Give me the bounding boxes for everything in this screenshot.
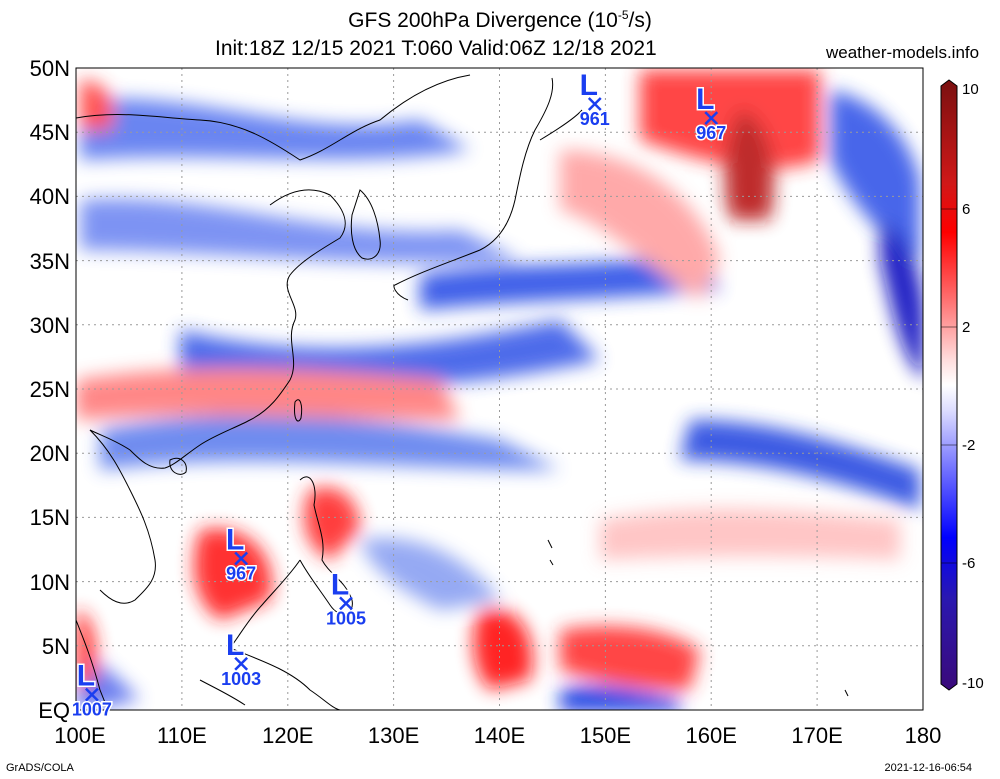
low-center-x-icon: [704, 111, 719, 125]
lon-label: 140E: [474, 723, 525, 748]
lon-label: 100E: [54, 723, 105, 748]
low-center-x-icon: [234, 551, 249, 566]
lat-label: 15N: [30, 505, 70, 530]
lat-label: 45N: [30, 120, 70, 145]
lon-label: 150E: [580, 723, 631, 748]
lat-label: 40N: [30, 184, 70, 209]
map-subtitle: Init:18Z 12/15 2021 T:060 Valid:06Z 12/1…: [215, 37, 657, 60]
low-pressure-value: 967: [226, 563, 256, 583]
low-letter: L: [580, 69, 598, 102]
colorbar-label: -10: [962, 675, 984, 692]
footer-software: GrADS/COLA: [6, 762, 74, 774]
colorbar-ticks: [941, 208, 957, 564]
low-letter: L: [331, 568, 349, 601]
divergence-map: 50N 45N 40N 35N 30N 25N 20N 15N 10N 5N E…: [30, 56, 984, 748]
low-pressure-value: 961: [580, 109, 610, 129]
low-center-x-icon: [339, 596, 353, 611]
low-pressure-markers: L 961 L 967 L 967 L 1005 L 1003 L 1007: [70, 67, 728, 721]
low-pressure-value: 1007: [72, 700, 112, 720]
low-pressure-value: 967: [696, 123, 726, 143]
colorbar-labels: 10 6 2 -2 -6 -10: [962, 81, 984, 692]
low-marker: L 967: [225, 522, 258, 585]
low-letter: L: [77, 660, 95, 693]
lat-lon-grid: [76, 68, 923, 710]
lon-label: 130E: [368, 723, 419, 748]
colorbar-label: -2: [962, 437, 975, 454]
lon-label: 120E: [262, 723, 313, 748]
latitude-labels: 50N 45N 40N 35N 30N 25N 20N 15N 10N 5N E…: [30, 56, 70, 723]
lat-label: 50N: [30, 56, 70, 81]
low-marker: L 1007: [70, 658, 113, 721]
lat-label: 10N: [30, 570, 70, 595]
low-marker: L 961: [578, 67, 611, 130]
divergence-field: [76, 68, 923, 710]
low-letter: L: [696, 83, 714, 116]
low-letter: L: [226, 629, 244, 662]
colorbar-bar: [940, 79, 958, 691]
low-marker: L 967: [695, 82, 728, 145]
colorbar-label: -6: [962, 555, 975, 572]
low-pressure-value: 1003: [221, 669, 261, 689]
low-letter: L: [226, 523, 244, 556]
low-marker: L 1003: [220, 627, 263, 690]
low-pressure-value: 1005: [326, 608, 366, 628]
lon-label: 160E: [686, 723, 737, 748]
low-center-x-icon: [84, 687, 99, 702]
lat-label: EQ: [38, 698, 70, 723]
lon-label: 110E: [157, 723, 207, 748]
colorbar-label: 6: [962, 201, 970, 218]
colorbar-label: 2: [962, 319, 970, 336]
lat-label: 20N: [30, 441, 70, 466]
low-marker: L 1005: [324, 567, 367, 630]
site-credit: weather-models.info: [826, 43, 980, 62]
lat-label: 25N: [30, 377, 70, 402]
lat-label: 35N: [30, 249, 70, 274]
plot-frame: [75, 67, 924, 711]
lat-label: 30N: [30, 313, 70, 338]
map-title: GFS 200hPa Divergence (10-5/s): [348, 8, 652, 32]
low-center-x-icon: [587, 97, 602, 111]
colorbar: 10 6 2 -2 -6 -10: [940, 79, 984, 692]
lon-label: 170E: [791, 723, 842, 748]
lat-label: 5N: [42, 634, 70, 659]
colorbar-label: 10: [962, 81, 979, 98]
footer-timestamp: 2021-12-16-06:54: [884, 762, 972, 774]
coastlines: [76, 74, 849, 710]
low-center-x-icon: [234, 656, 249, 671]
longitude-labels: 100E 110E 120E 130E 140E 150E 160E 170E …: [54, 723, 941, 748]
lon-label: 180: [905, 723, 942, 748]
